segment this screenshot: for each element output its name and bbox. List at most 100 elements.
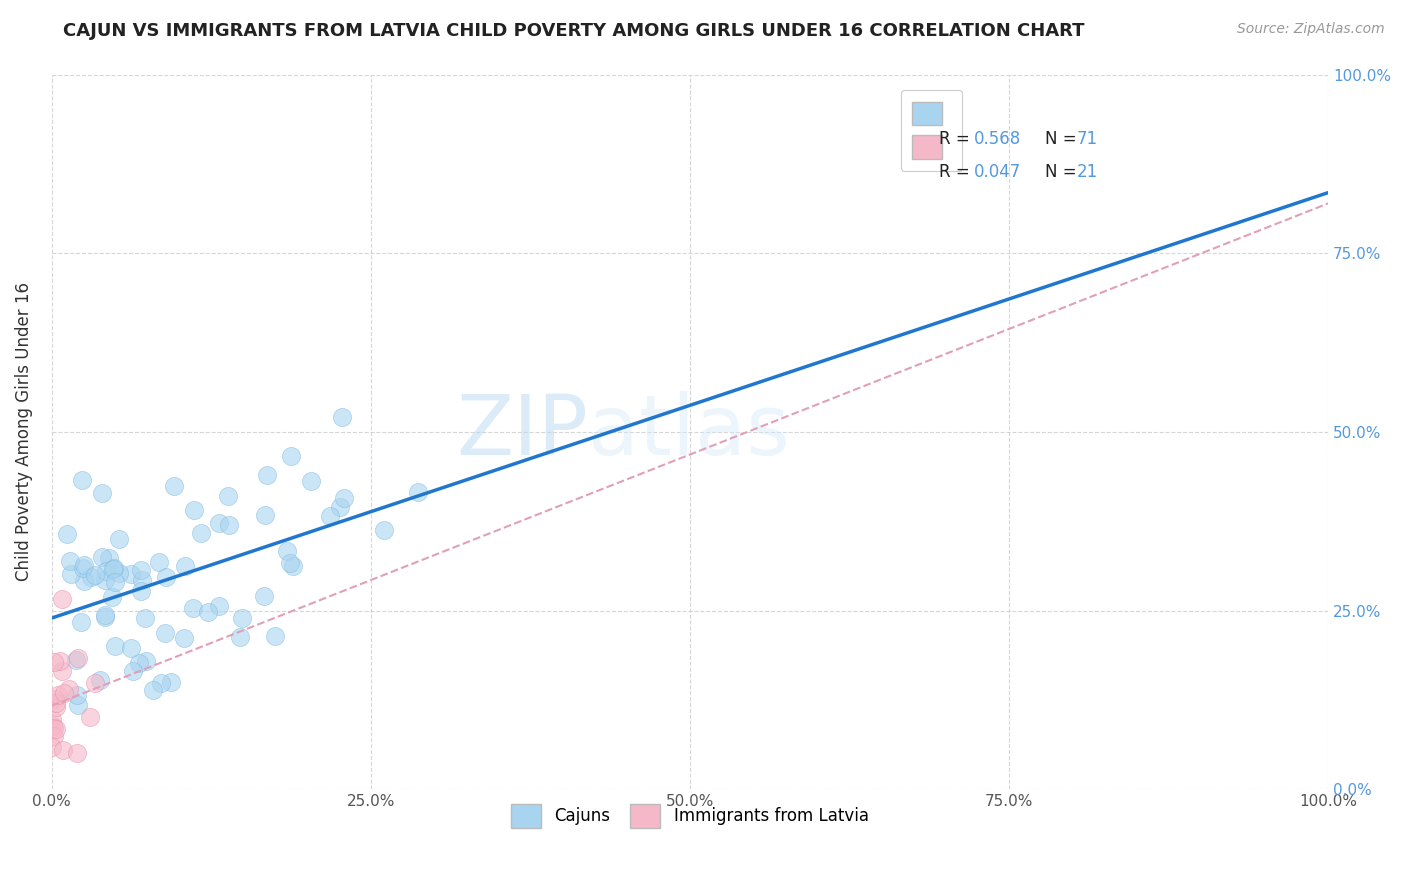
Point [228,630,250,644]
Point [333,491,356,505]
Point [122,664,145,678]
Text: atlas: atlas [588,392,790,473]
Point [80,570,103,584]
Point [48,654,70,668]
Text: ZIP: ZIP [456,392,588,473]
Text: CAJUN VS IMMIGRANTS FROM LATVIA CHILD POVERTY AMONG GIRLS UNDER 16 CORRELATION C: CAJUN VS IMMIGRANTS FROM LATVIA CHILD PO… [63,22,1085,40]
Point [79,710,101,724]
Point [197,606,219,620]
Point [96,564,118,578]
Point [155,569,177,583]
Point [42,729,65,743]
Point [173,559,195,574]
Point [51,592,73,607]
Point [48,688,70,702]
Point [278,556,301,570]
Y-axis label: Child Poverty Among Girls Under 16: Child Poverty Among Girls Under 16 [15,283,32,582]
Point [56,526,79,541]
Point [329,500,352,515]
Point [52,686,75,700]
Point [299,474,322,488]
Point [181,600,204,615]
Point [91,485,114,500]
Point [283,558,305,573]
Point [45,700,67,714]
Text: R =: R = [939,130,976,148]
Point [41,739,63,754]
Text: 0.568: 0.568 [974,130,1022,148]
Point [218,489,240,503]
Point [65,746,87,760]
Point [91,549,114,564]
Point [72,574,94,588]
Point [103,574,125,589]
Point [58,681,80,696]
Point [134,611,156,625]
Point [160,675,183,690]
Point [155,625,177,640]
Point [72,560,94,574]
Point [190,526,212,541]
Point [45,696,67,710]
Point [89,673,111,687]
Point [208,599,231,613]
Point [41,712,63,726]
Point [73,558,96,572]
Point [131,573,153,587]
Point [108,566,131,580]
Point [84,567,107,582]
Point [129,563,152,577]
Point [66,651,89,665]
Point [65,688,87,702]
Point [256,467,278,482]
Point [148,555,170,569]
Point [100,590,122,604]
Point [67,698,90,713]
Point [94,607,117,622]
Point [276,544,298,558]
Text: 21: 21 [1077,163,1098,181]
Point [121,640,143,655]
Point [70,474,93,488]
Point [59,554,82,568]
Point [44,692,66,706]
Text: 71: 71 [1077,130,1098,148]
Text: Source: ZipAtlas.com: Source: ZipAtlas.com [1237,22,1385,37]
Point [98,551,121,566]
Point [69,615,91,630]
Point [107,532,129,546]
Point [280,449,302,463]
Point [231,611,253,625]
Point [52,743,75,757]
Point [131,583,153,598]
Point [42,656,65,670]
Text: R =: R = [939,163,976,181]
Point [150,675,173,690]
Point [101,561,124,575]
Point [103,561,125,575]
Legend: Cajuns, Immigrants from Latvia: Cajuns, Immigrants from Latvia [505,797,876,835]
Point [135,654,157,668]
Point [83,676,105,690]
Point [51,664,73,678]
Text: 0.047: 0.047 [974,163,1022,181]
Text: N =: N = [1045,163,1081,181]
Point [141,683,163,698]
Text: N =: N = [1045,130,1081,148]
Point [218,518,240,533]
Point [163,478,186,492]
Point [65,653,87,667]
Point [128,656,150,670]
Point [42,719,65,733]
Point [173,632,195,646]
Point [94,610,117,624]
Point [254,508,277,522]
Point [183,502,205,516]
Point [45,723,67,737]
Point [104,639,127,653]
Point [120,566,142,581]
Point [60,567,83,582]
Point [44,721,66,735]
Point [94,573,117,587]
Point [406,484,429,499]
